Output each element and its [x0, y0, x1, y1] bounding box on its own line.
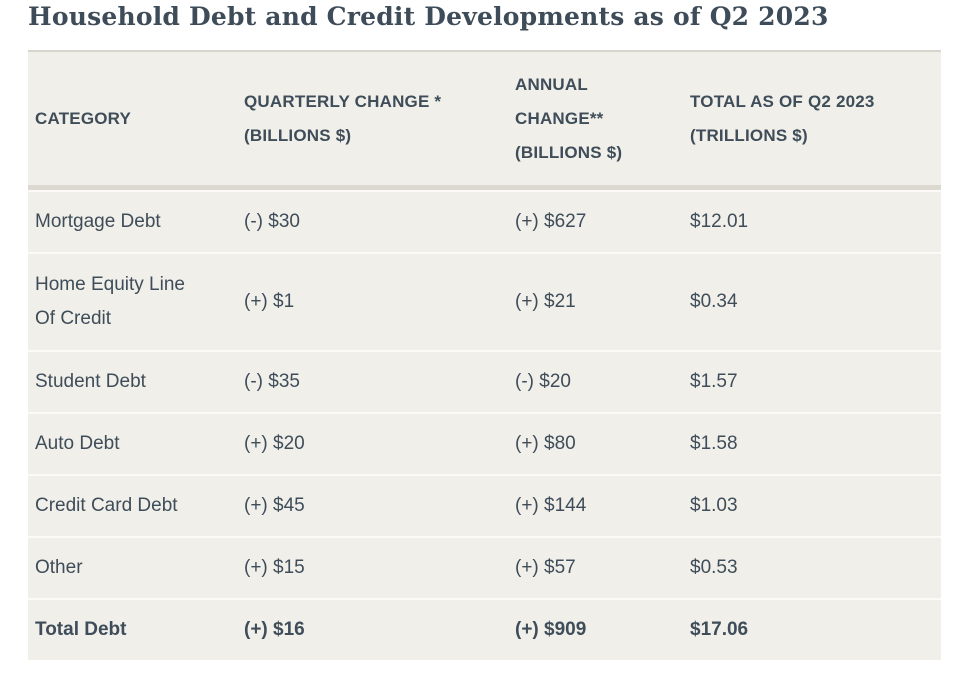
quarterly-change-cell: (+) $45 [244, 495, 305, 516]
column-header-annual-change: ANNUAL CHANGE** (BILLIONS $) [515, 74, 623, 162]
total-cell: $1.58 [690, 433, 738, 454]
category-cell: Other [35, 557, 83, 578]
table-row-other: Other (+) $15 (+) $57 $0.53 [28, 536, 941, 598]
category-cell: Total Debt [35, 619, 127, 640]
quarterly-change-cell: (-) $30 [244, 211, 300, 232]
quarterly-change-cell: (+) $16 [244, 619, 305, 640]
table-row-student-debt: Student Debt (-) $35 (-) $20 $1.57 [28, 350, 941, 412]
table-header-row: CATEGORY QUARTERLY CHANGE * (BILLIONS $)… [28, 52, 941, 185]
column-header-quarterly-change: QUARTERLY CHANGE * (BILLIONS $) [244, 91, 442, 145]
table-row-home-equity-line-of-credit: Home Equity Line Of Credit (+) $1 (+) $2… [28, 252, 941, 350]
category-cell: Auto Debt [35, 433, 120, 454]
quarterly-change-cell: (-) $35 [244, 371, 300, 392]
total-cell: $1.03 [690, 495, 738, 516]
quarterly-change-cell: (+) $20 [244, 433, 305, 454]
column-header-category: CATEGORY [35, 108, 132, 128]
total-cell: $0.34 [690, 291, 738, 312]
category-cell: Home Equity Line Of Credit [35, 274, 185, 329]
table-row-credit-card-debt: Credit Card Debt (+) $45 (+) $144 $1.03 [28, 474, 941, 536]
total-cell: $17.06 [690, 619, 749, 640]
annual-change-cell: (+) $21 [515, 291, 576, 312]
total-cell: $1.57 [690, 371, 738, 392]
annual-change-cell: (-) $20 [515, 371, 571, 392]
table-row-total-debt: Total Debt (+) $16 (+) $909 $17.06 [28, 598, 941, 660]
header-divider [28, 185, 941, 190]
quarterly-change-cell: (+) $15 [244, 557, 305, 578]
column-header-total: TOTAL AS OF Q2 2023 (TRILLIONS $) [690, 91, 875, 145]
annual-change-cell: (+) $57 [515, 557, 576, 578]
annual-change-cell: (+) $909 [515, 619, 587, 640]
page-title: Household Debt and Credit Developments a… [28, 2, 829, 31]
total-cell: $12.01 [690, 211, 749, 232]
category-cell: Credit Card Debt [35, 495, 178, 516]
category-cell: Mortgage Debt [35, 211, 161, 232]
annual-change-cell: (+) $627 [515, 211, 587, 232]
annual-change-cell: (+) $144 [515, 495, 587, 516]
household-debt-table: CATEGORY QUARTERLY CHANGE * (BILLIONS $)… [28, 50, 941, 660]
table-row-auto-debt: Auto Debt (+) $20 (+) $80 $1.58 [28, 412, 941, 474]
category-cell: Student Debt [35, 371, 146, 392]
quarterly-change-cell: (+) $1 [244, 291, 295, 312]
annual-change-cell: (+) $80 [515, 433, 576, 454]
table-row-mortgage-debt: Mortgage Debt (-) $30 (+) $627 $12.01 [28, 190, 941, 252]
total-cell: $0.53 [690, 557, 738, 578]
